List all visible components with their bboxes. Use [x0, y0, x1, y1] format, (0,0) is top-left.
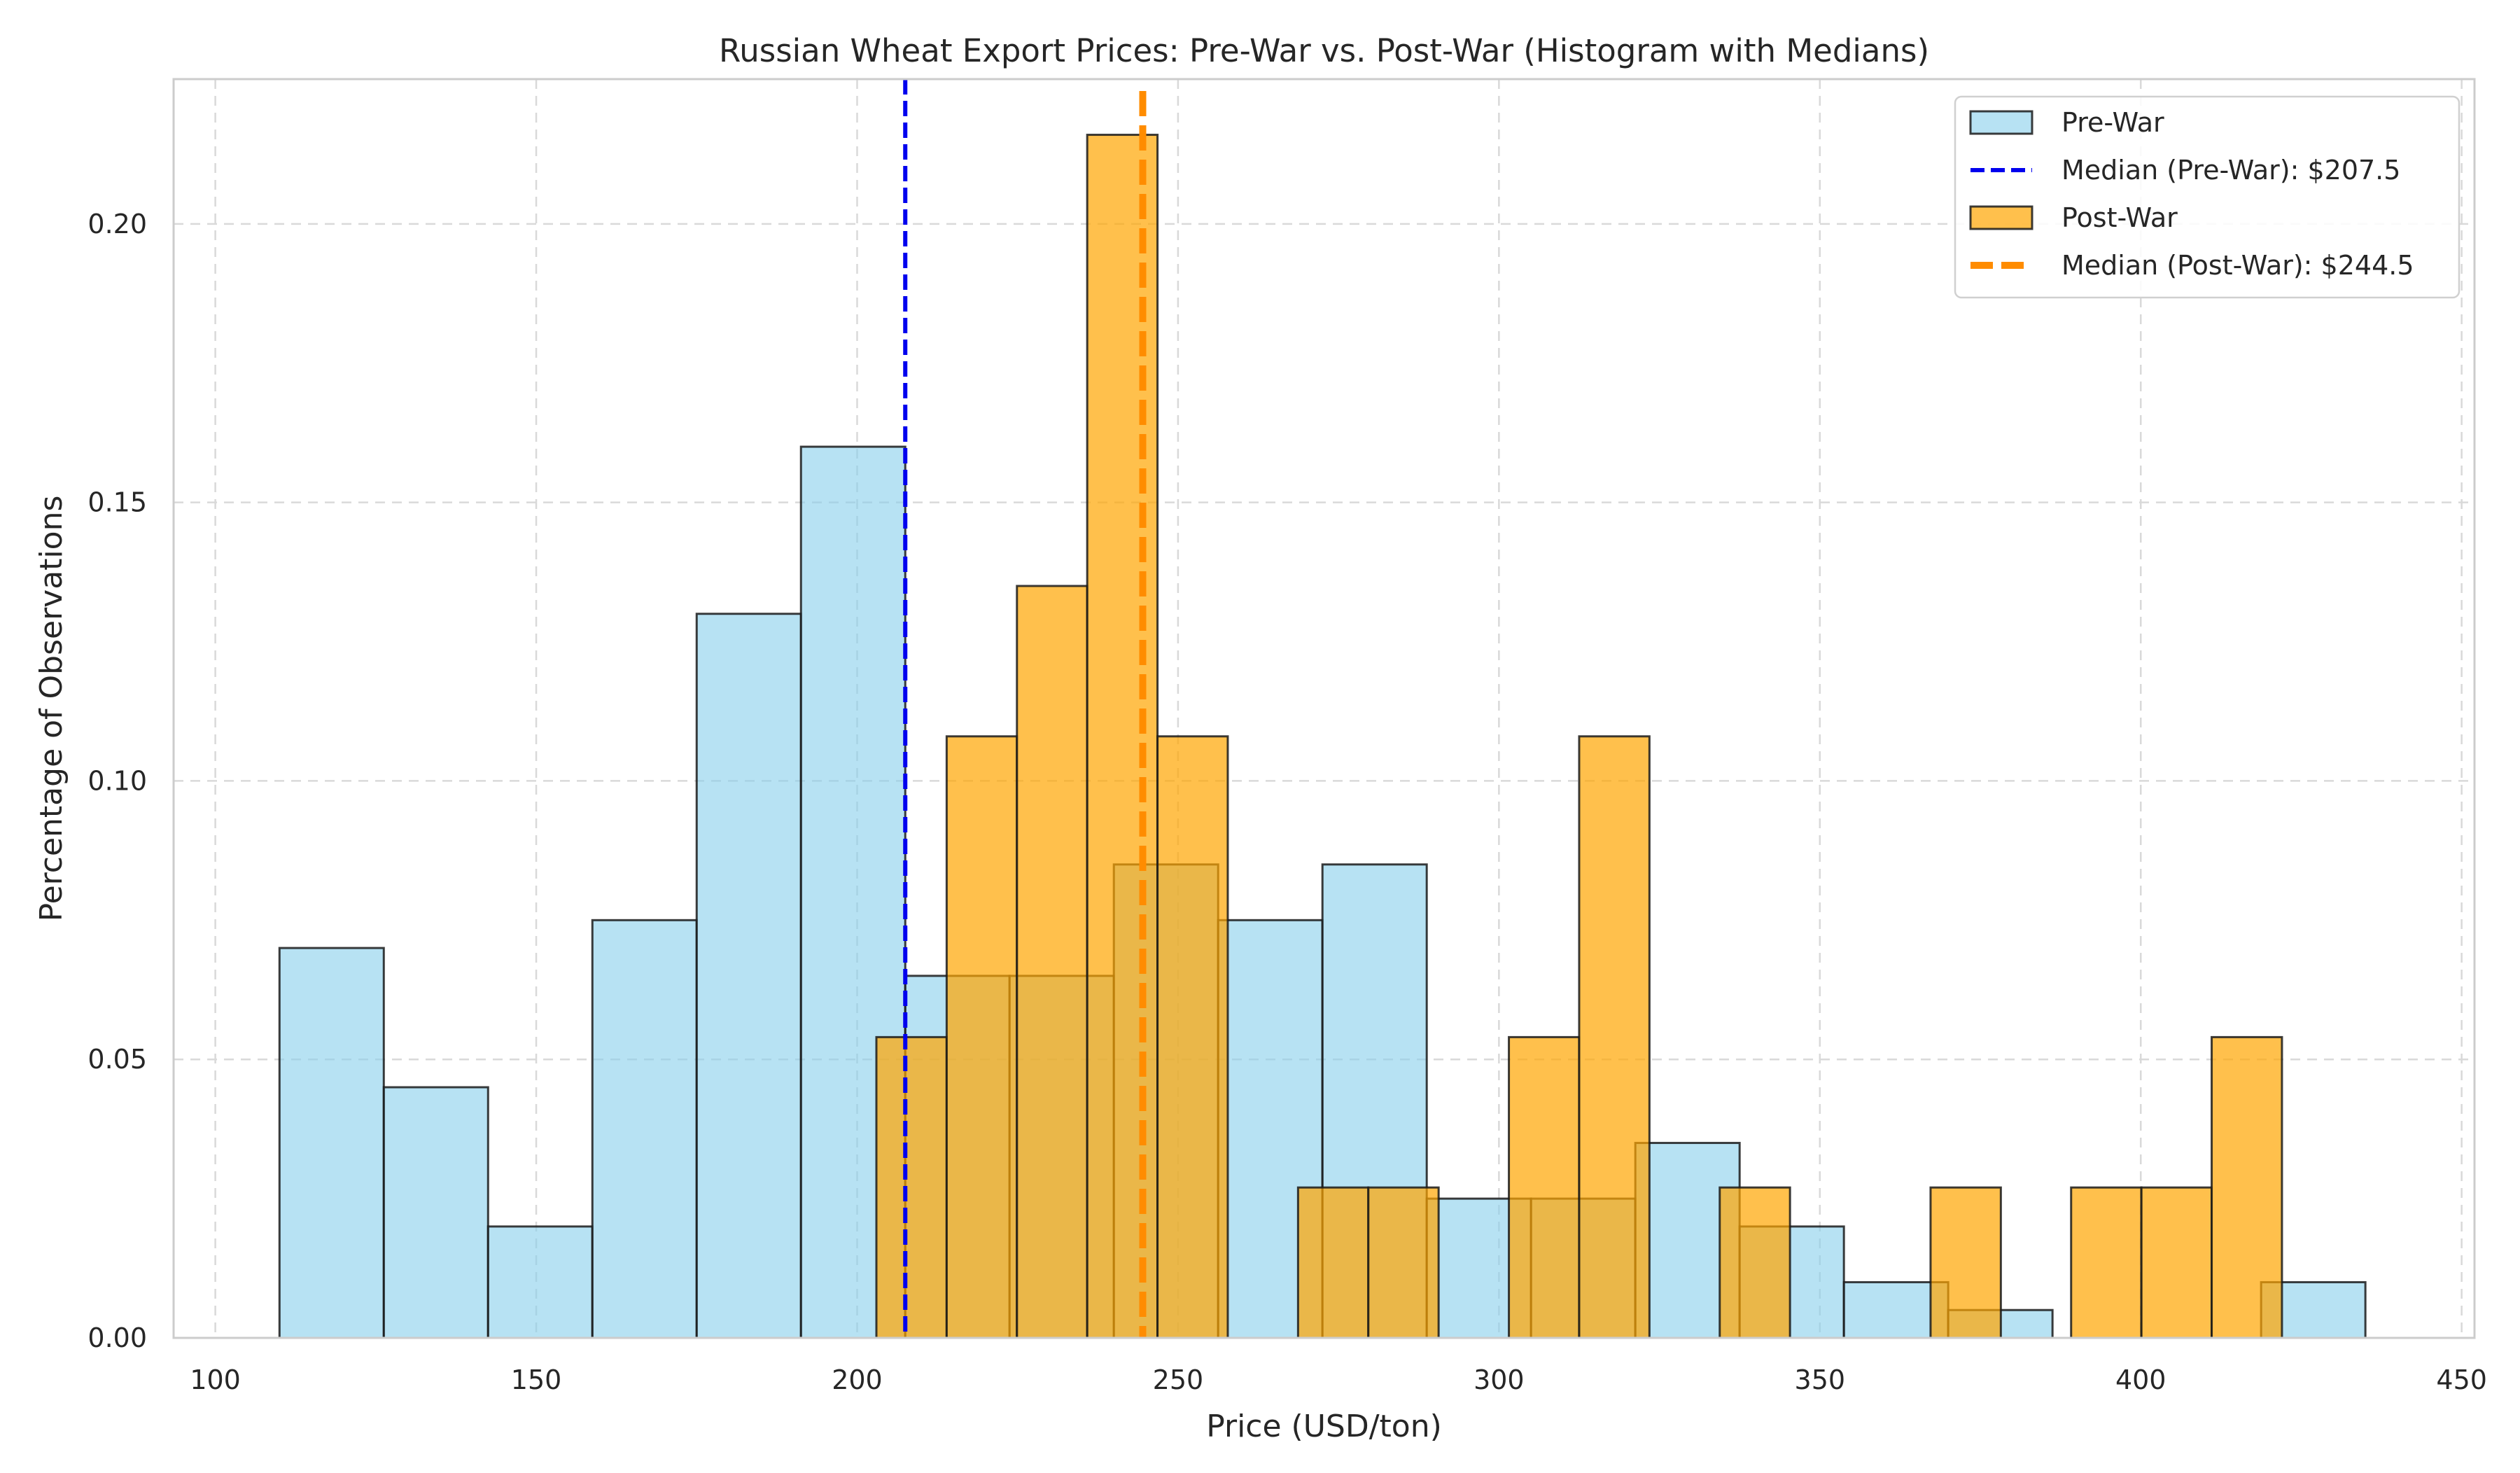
x-axis-label: Price (USD/ton): [1206, 1409, 1442, 1444]
x-tick-label-150: 150: [511, 1364, 562, 1395]
y-tick-label-0.05: 0.05: [88, 1044, 147, 1075]
post-war-bar-1: [875, 1035, 948, 1339]
median-lines: [903, 79, 1147, 1338]
y-axis-label: Percentage of Observations: [34, 496, 69, 922]
pre-war-bar-4: [591, 919, 698, 1339]
post-war-bar-4: [1086, 134, 1159, 1339]
pre-war-bar-2: [382, 1086, 489, 1339]
plot-frame: [172, 78, 2476, 1339]
y-tick-label-0.15: 0.15: [88, 487, 147, 518]
chart-title: Russian Wheat Export Prices: Pre-War vs.…: [719, 32, 1929, 69]
legend-label-median-post-war: Median (Post-War): $244.5: [2062, 250, 2414, 281]
y-tick-label-0.00: 0.00: [88, 1322, 147, 1353]
y-tick-label-0.10: 0.10: [88, 765, 147, 796]
post-war-bar-3: [1016, 585, 1088, 1339]
x-tick-label-250: 250: [1153, 1364, 1204, 1395]
post-war-bar-13: [1718, 1186, 1791, 1339]
x-tick-label-450: 450: [2436, 1364, 2487, 1395]
post-war-bar-16: [1929, 1186, 2002, 1339]
pre-war-bar-5: [695, 613, 802, 1339]
legend-label-median-pre-war: Median (Pre-War): $207.5: [2062, 155, 2400, 186]
post-war-bar-11: [1578, 735, 1651, 1339]
tick-labels: 100 150 200 250 300 350 400 450 0.00 0.05 0.10 0.15…: [88, 209, 2487, 1395]
post-war-bars: [875, 134, 2283, 1339]
y-tick-label-0.20: 0.20: [88, 209, 147, 239]
post-war-bar-18: [2070, 1186, 2143, 1339]
legend-box: [1954, 95, 2460, 299]
x-tick-label-350: 350: [1795, 1364, 1846, 1395]
x-tick-label-100: 100: [190, 1364, 241, 1395]
pre-war-bar-3: [486, 1225, 594, 1339]
x-tick-label-400: 400: [2115, 1364, 2166, 1395]
post-war-bar-5: [1156, 735, 1229, 1339]
post-war-bar-7: [1296, 1186, 1370, 1339]
post-war-bar-8: [1367, 1186, 1440, 1339]
legend-swatch-pre-war: [1969, 110, 2033, 135]
post-war-bar-2: [945, 735, 1018, 1339]
x-tick-label-200: 200: [832, 1364, 883, 1395]
post-war-bar-20: [2211, 1035, 2283, 1339]
post-war-bar-19: [2140, 1186, 2213, 1339]
pre-war-bar-1: [278, 947, 385, 1339]
legend-swatch-post-war: [1969, 205, 2033, 230]
legend: Pre-War Median (Pre-War): $207.5 Post-War M…: [1954, 95, 2460, 299]
legend-label-post-war: Post-War: [2062, 202, 2178, 233]
legend-label-pre-war: Pre-War: [2062, 107, 2164, 138]
x-tick-label-300: 300: [1474, 1364, 1525, 1395]
post-war-bar-10: [1508, 1035, 1581, 1339]
